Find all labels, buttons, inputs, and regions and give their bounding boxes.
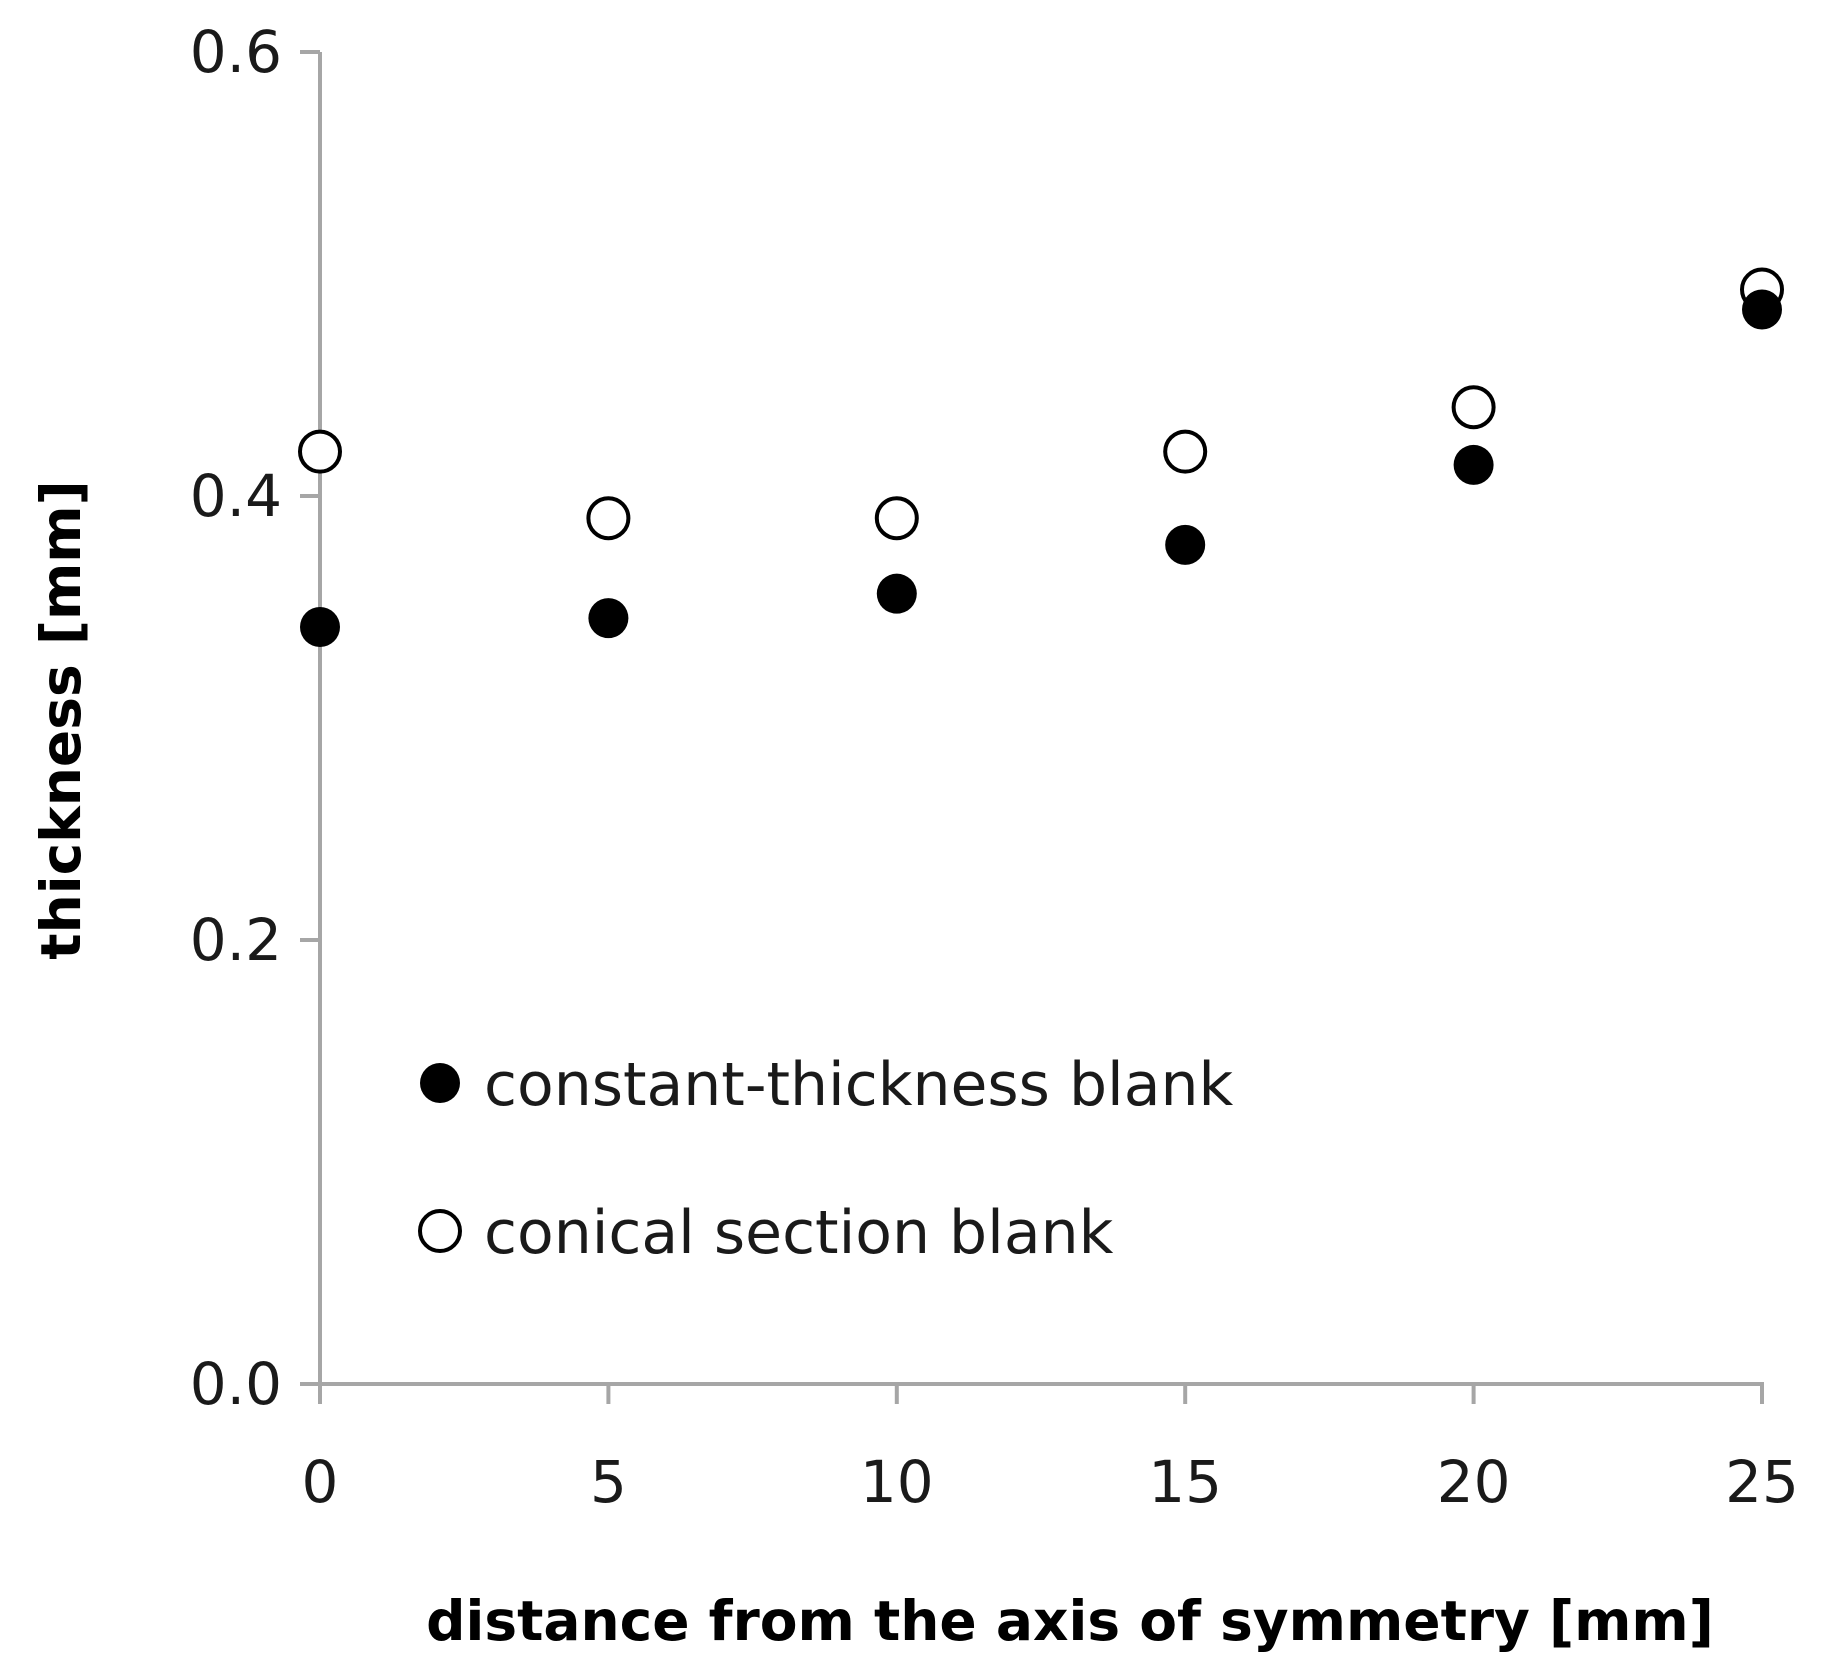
x-tick-label: 10 <box>860 1448 934 1516</box>
y-axis-title: thickness [mm] <box>29 480 93 959</box>
legend: constant-thickness blank conical section … <box>418 1050 1234 1268</box>
constant-thickness-point <box>1453 444 1494 485</box>
data-points <box>298 267 1784 647</box>
y-axis-ticks: 0.0 0.2 0.4 0.6 <box>190 18 320 1418</box>
legend-open-circle-icon <box>418 1209 462 1253</box>
axes <box>318 52 1764 1386</box>
constant-thickness-point <box>300 606 340 647</box>
y-tick-label: 0.6 <box>190 18 282 86</box>
conical-section-point <box>298 429 342 474</box>
conical-section-point <box>874 496 919 541</box>
y-tick-label: 0.2 <box>190 906 282 974</box>
legend-label: constant-thickness blank <box>484 1050 1234 1120</box>
x-tick-label: 15 <box>1148 1448 1222 1516</box>
legend-filled-circle-icon <box>420 1063 460 1103</box>
x-tick-label: 25 <box>1725 1448 1799 1516</box>
constant-thickness-point <box>1165 524 1206 565</box>
x-tick-label: 5 <box>590 1448 627 1516</box>
conical-section-point <box>586 496 631 541</box>
y-tick-label: 0.0 <box>190 1350 282 1418</box>
constant-thickness-point <box>876 573 917 614</box>
constant-thickness-point <box>1742 289 1782 330</box>
legend-label: conical section blank <box>484 1198 1114 1268</box>
conical-section-point <box>1163 429 1208 474</box>
conical-section-point <box>1451 385 1496 430</box>
y-tick-label: 0.4 <box>190 462 282 530</box>
x-axis-ticks: 0 5 10 15 20 25 <box>302 1384 1799 1516</box>
x-tick-label: 20 <box>1437 1448 1511 1516</box>
x-axis-title: distance from the axis of symmetry [mm] <box>426 1589 1714 1653</box>
constant-thickness-point <box>588 598 629 639</box>
x-tick-label: 0 <box>302 1448 339 1516</box>
